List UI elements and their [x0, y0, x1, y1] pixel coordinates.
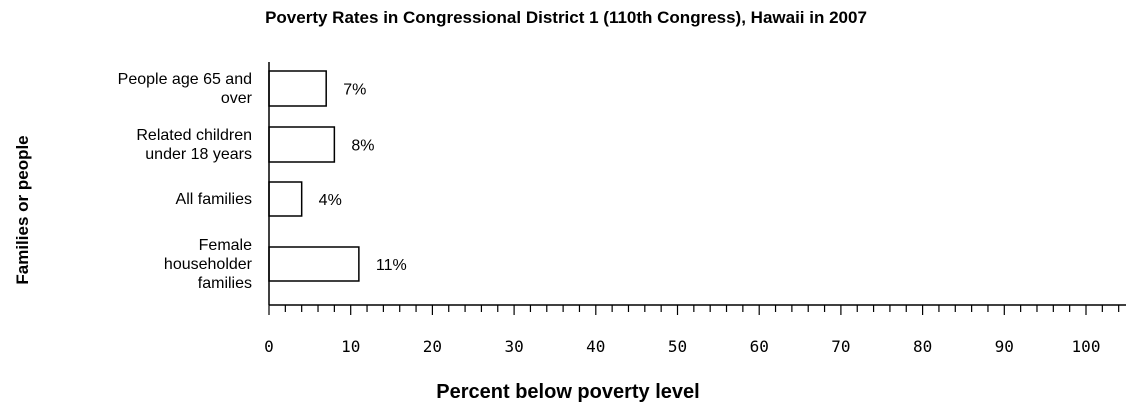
category-label: People age 65 and — [118, 71, 252, 88]
bar-value-label: 11% — [376, 257, 407, 274]
x-tick-label: 50 — [668, 337, 687, 356]
x-tick-label: 40 — [586, 337, 605, 356]
category-label: Related children — [136, 127, 252, 144]
x-tick-label: 90 — [995, 337, 1014, 356]
bar-value-label: 4% — [319, 192, 342, 209]
bar-value-label: 8% — [351, 138, 374, 155]
bar — [268, 70, 327, 107]
x-axis-title: Percent below poverty level — [436, 381, 699, 403]
bar — [268, 181, 303, 217]
x-tick-label: 100 — [1072, 337, 1101, 356]
bar — [268, 246, 360, 282]
category-label: Female — [199, 237, 252, 254]
y-axis-title: Families or people — [13, 135, 32, 284]
category-label: over — [221, 90, 253, 107]
x-tick-label: 60 — [750, 337, 769, 356]
category-label: householder — [164, 256, 253, 273]
category-label: families — [198, 275, 252, 292]
x-tick-label: 30 — [504, 337, 523, 356]
category-label: All families — [176, 191, 252, 208]
x-tick-label: 0 — [264, 337, 274, 356]
category-label: under 18 years — [145, 146, 252, 163]
x-tick-label: 20 — [423, 337, 442, 356]
x-tick-label: 80 — [913, 337, 932, 356]
bar-value-label: 7% — [343, 82, 366, 99]
plot-area: 7% People age 65 and over 8% Related childre… — [118, 62, 1126, 356]
x-tick-label: 70 — [831, 337, 850, 356]
bar — [268, 126, 336, 163]
x-tick-label: 10 — [341, 337, 360, 356]
chart-title: Poverty Rates in Congressional District … — [265, 8, 867, 27]
